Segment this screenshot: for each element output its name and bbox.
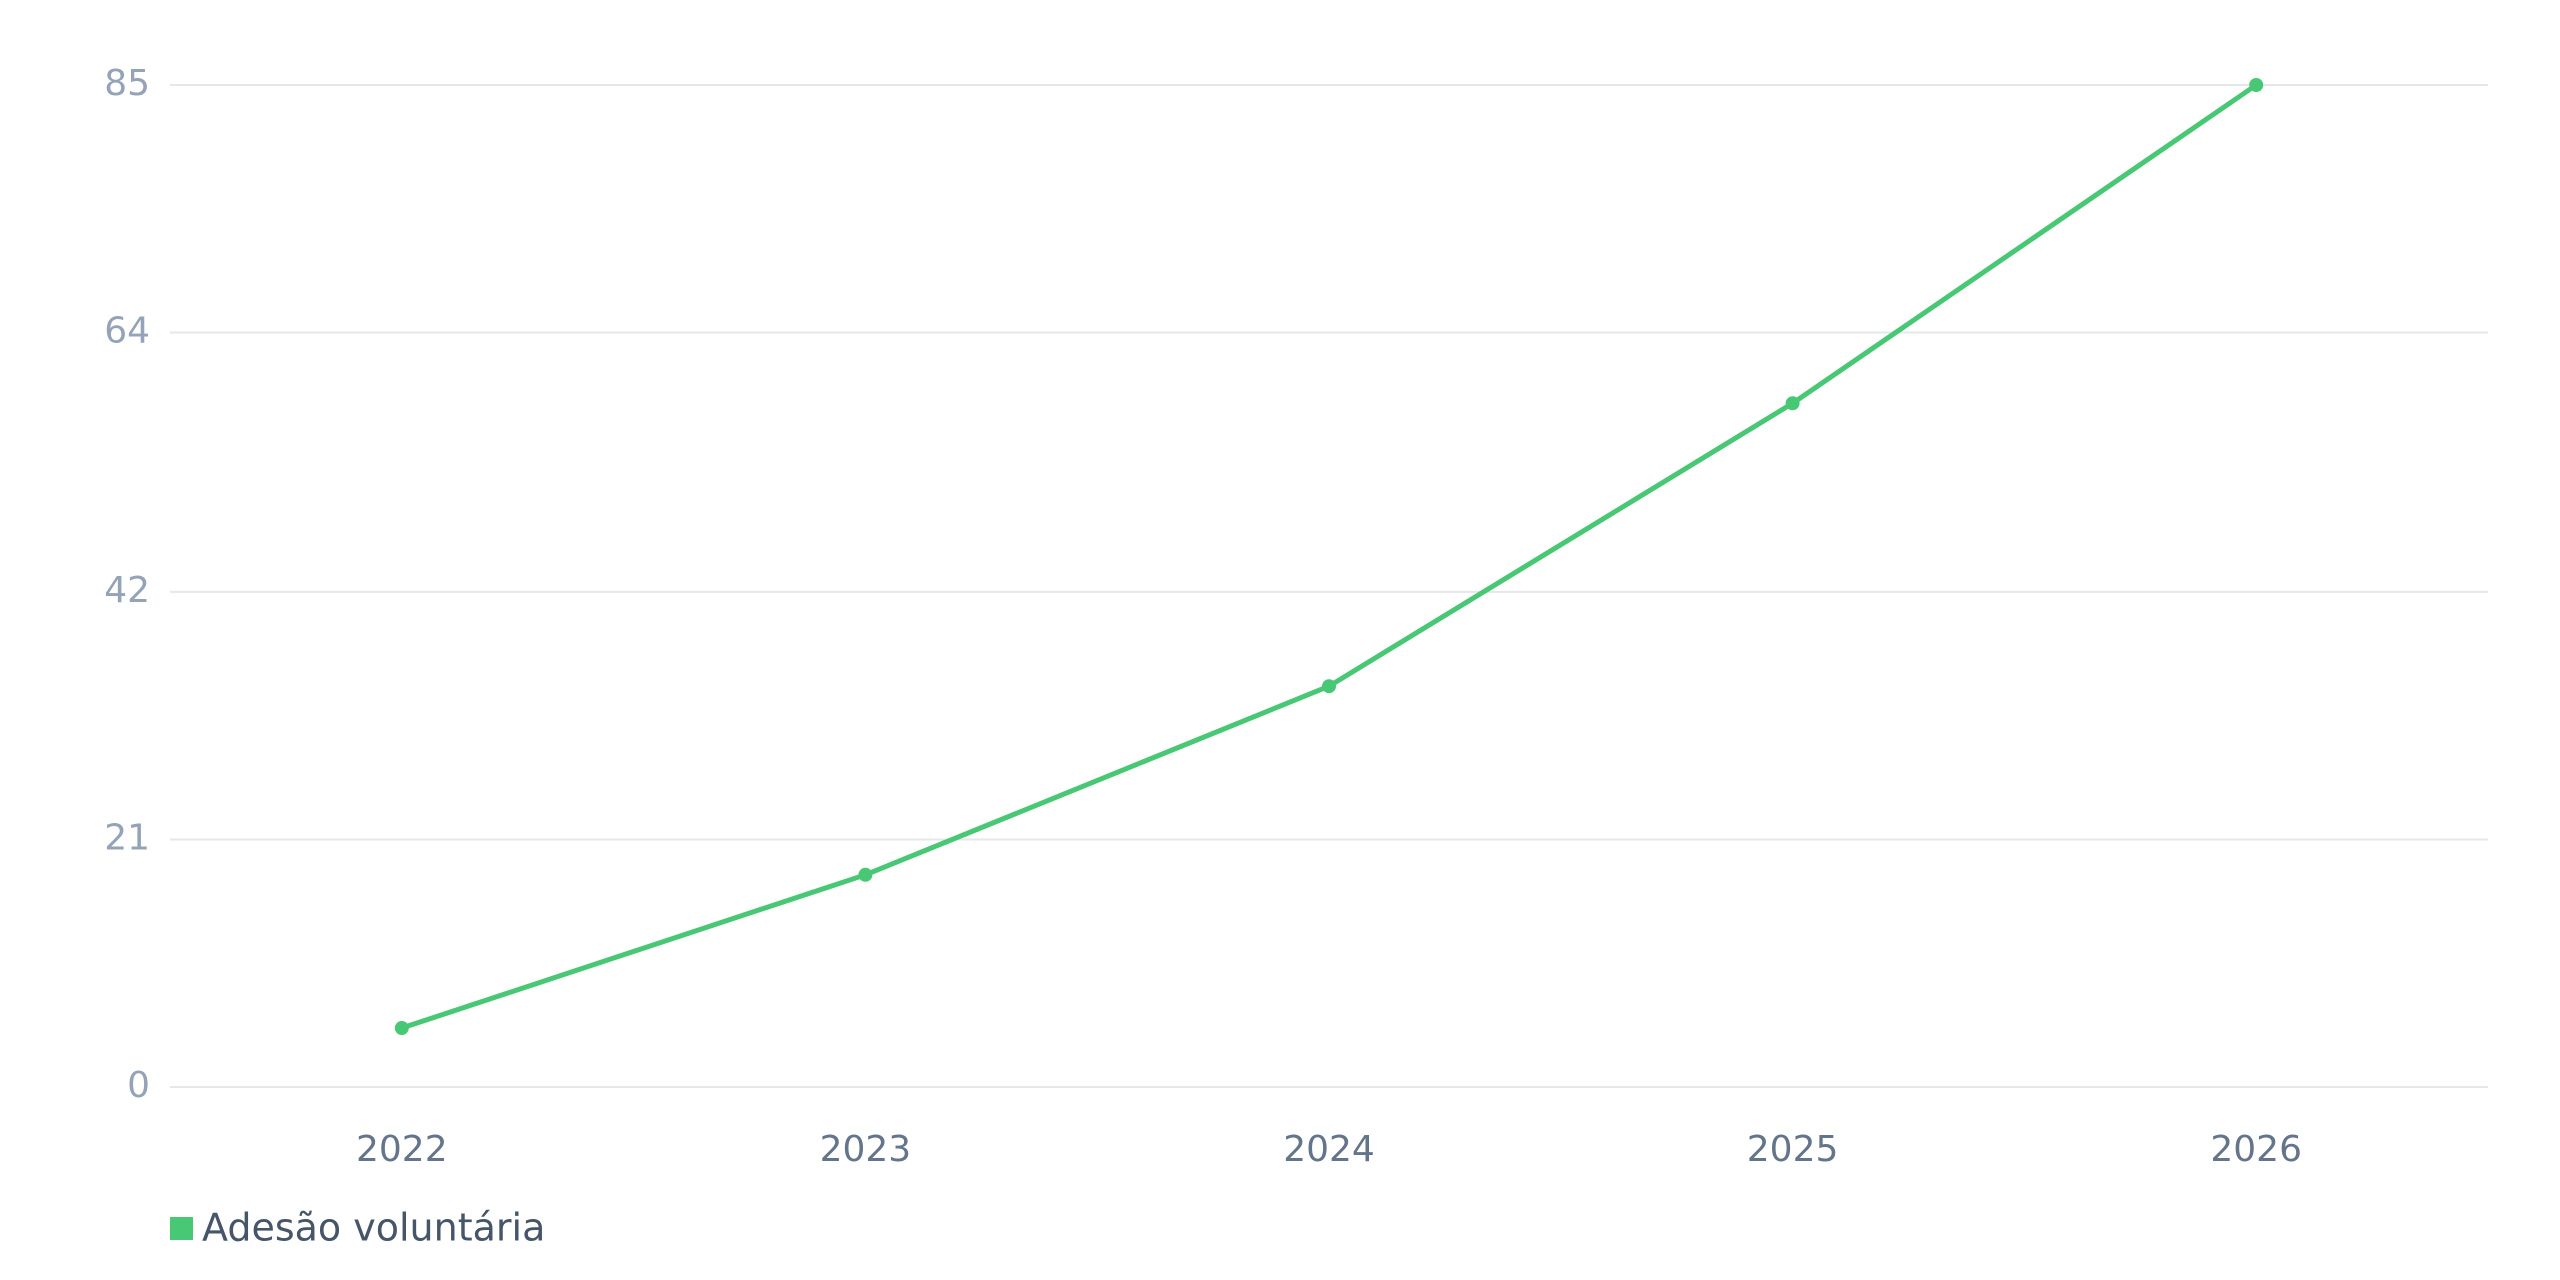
point (1322, 679, 1336, 694)
x-tick-label: 2026 (2210, 1129, 2302, 1170)
y-tick-label: 64 (104, 311, 150, 352)
point (2249, 78, 2264, 92)
y-tick-label: 85 (104, 63, 150, 104)
x-tick-label: 2025 (1747, 1129, 1839, 1170)
legend-swatch (170, 1217, 193, 1240)
y-tick-label: 42 (104, 570, 150, 611)
x-tick-label: 2024 (1283, 1129, 1375, 1170)
point (1785, 396, 1800, 411)
point (394, 1021, 409, 1036)
y-tick-label: 0 (127, 1065, 150, 1106)
x-tick-label: 2023 (820, 1129, 912, 1170)
legend-label: Adesão voluntária (202, 1206, 545, 1250)
line (401, 82, 2258, 1031)
x-tick-label: 2022 (356, 1129, 448, 1170)
y-tick-label: 21 (104, 817, 150, 858)
point (858, 867, 873, 882)
